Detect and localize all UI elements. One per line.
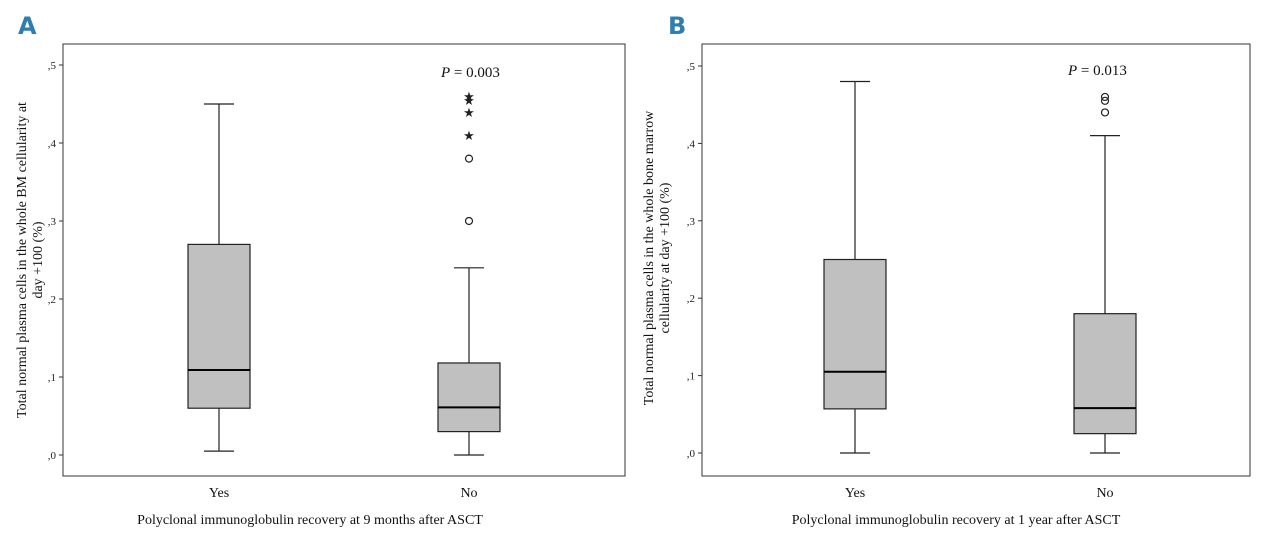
boxes: ★★★★ (187, 90, 501, 456)
iqr-box (1073, 313, 1137, 435)
plot-frame (701, 43, 1251, 477)
y-tick-label: ,3 (687, 216, 696, 228)
extreme-point: ★ (463, 129, 475, 144)
y-axis-title-line-1: Total normal plasma cells in the whole b… (642, 110, 657, 405)
x-axis-title: Polyclonal immunoglobulin recovery at 9 … (137, 513, 483, 528)
iqr-box (187, 243, 251, 409)
y-tick-label: ,0 (687, 448, 696, 460)
y-tick-label: ,1 (687, 371, 695, 383)
x-category-label: Yes (845, 486, 865, 501)
y-tick-label: ,4 (48, 138, 57, 150)
plot-frame (62, 43, 626, 477)
iqr-box (437, 362, 501, 433)
y-tick-label: ,4 (687, 138, 696, 150)
y-axis-title: Total normal plasma cells in the whole b… (642, 110, 673, 405)
y-axis-title-line-1: Total normal plasma cells in the whole B… (15, 102, 30, 418)
panel-b: B ,0 ,1 ,2 ,3 ,4 ,5 Yes No P = 0.013 Polyclona… (642, 12, 1251, 528)
extreme-point: ★ (463, 106, 475, 121)
x-category-label: Yes (209, 486, 229, 501)
panel-label: A (18, 12, 37, 40)
panel-a: A ,0,1,2,3,4,5 ★★★★ Yes No P = 0.003 Poly… (15, 12, 626, 528)
iqr-box (823, 258, 887, 410)
p-value-annotation: P = 0.013 (1067, 63, 1127, 79)
p-value-text: = 0.003 (450, 65, 500, 81)
box-no: ★★★★ (437, 90, 501, 456)
y-axis-title: Total normal plasma cells in the whole B… (15, 102, 46, 418)
box-yes (823, 80, 887, 454)
y-axis-title-line-2: cellularity at day +100 (%) (658, 182, 673, 333)
extreme-point: ★ (463, 90, 475, 105)
y-tick-label: ,5 (687, 61, 696, 73)
outlier-point (464, 154, 474, 163)
y-ticks: ,0 ,1 ,2 ,3 ,4 ,5 (687, 61, 702, 460)
y-ticks: ,0 ,1 ,2 ,3 ,4 ,5 (48, 60, 63, 462)
x-category-label: No (1096, 486, 1113, 501)
y-tick-label: ,1 (48, 372, 56, 384)
x-axis-title: Polyclonal immunoglobulin recovery at 1 … (792, 513, 1121, 528)
box-yes (187, 103, 251, 452)
x-category-label: No (460, 486, 477, 501)
category-labels: Yes No (209, 486, 478, 501)
panel-label: B (668, 12, 686, 40)
p-letter: P (440, 65, 450, 81)
outlier-point (1100, 108, 1110, 117)
p-value-text: = 0.013 (1077, 63, 1127, 79)
outlier-point (1100, 92, 1110, 102)
outlier-point (1100, 96, 1110, 105)
y-tick-label: ,2 (48, 294, 56, 306)
p-letter: P (1067, 63, 1077, 79)
y-tick-label: ,5 (48, 60, 57, 72)
outlier-point (464, 216, 474, 226)
y-tick-label: ,0 (48, 450, 57, 462)
boxes (823, 80, 1137, 454)
extreme-point: ★ (463, 94, 475, 109)
category-labels: Yes No (845, 486, 1114, 501)
box-no (1073, 92, 1137, 454)
y-axis-title-line-2: day +100 (%) (31, 221, 46, 298)
p-value-annotation: P = 0.003 (440, 65, 500, 81)
y-tick-label: ,3 (48, 216, 57, 228)
y-tick-label: ,2 (687, 293, 695, 305)
